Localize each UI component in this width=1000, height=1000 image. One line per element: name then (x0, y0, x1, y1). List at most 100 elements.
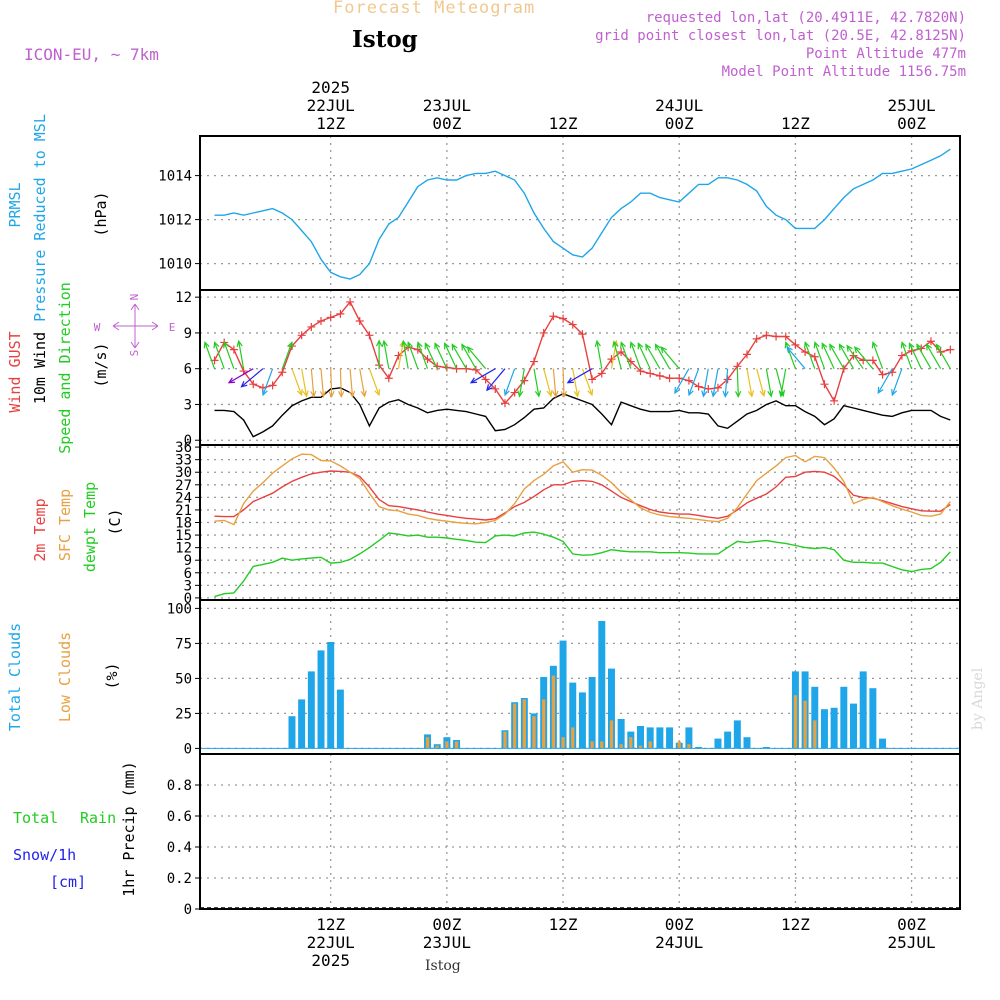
wind-arrow-head (660, 346, 667, 354)
wind-arrow (281, 342, 293, 369)
gust-marker (607, 355, 616, 364)
cloud-bar-low (638, 745, 643, 749)
cloud-bar-total (588, 677, 596, 749)
wind-arrow (241, 368, 264, 388)
wind-arrow-head (469, 377, 478, 384)
wind-arrow-head (338, 390, 345, 399)
wind-arrow-head (223, 341, 230, 349)
wind-arrow (637, 343, 651, 369)
time-label-bottom: 12Z (781, 915, 810, 934)
wind-arrow-head (319, 390, 327, 398)
wind-arrow (383, 341, 390, 369)
time-label-bottom: 25JUL (888, 933, 936, 952)
wind-arrow-head (687, 388, 694, 397)
requested-coords: requested lon,lat (20.4911E, 42.7820N) (645, 10, 966, 26)
wind-arrow-head (348, 390, 356, 398)
panel-frame-precip (199, 753, 961, 910)
wind-arrow-head (573, 390, 580, 398)
footer-location: Istog (425, 958, 461, 974)
gust-marker (781, 332, 790, 341)
wind-arrow (821, 343, 835, 369)
wind-arrow (417, 342, 429, 369)
wind-arrow (424, 343, 438, 369)
gust-marker (762, 331, 771, 340)
wind-arrow (518, 368, 525, 397)
gust-marker (336, 309, 345, 318)
wind-arrow (214, 342, 225, 369)
wind-arrow (204, 342, 216, 369)
wind-arrow (470, 368, 496, 384)
gust-marker (433, 362, 442, 371)
wind-arrow-head (444, 342, 450, 350)
wind-arrow-head (871, 341, 878, 349)
wind-arrow (765, 368, 772, 397)
gust-marker (791, 340, 800, 349)
label-wind-gust: Wind GUST (6, 331, 24, 412)
cloud-bar-low (619, 744, 623, 749)
wind-arrow-head (466, 346, 474, 354)
y-tick-label: 0 (184, 902, 192, 918)
wind-arrow-head (374, 388, 381, 397)
wind-arrow-head (925, 343, 932, 351)
gust-marker (500, 399, 509, 408)
cloud-bar-total (336, 689, 344, 749)
label-prmsl: PRMSL (6, 182, 24, 227)
y-tick-label: 12 (175, 290, 192, 306)
gust-marker (830, 396, 839, 405)
cloud-bar-low (542, 699, 546, 749)
y-tick-label: 0 (184, 741, 192, 757)
wind-arrow (434, 343, 448, 369)
wind-arrow (310, 368, 315, 397)
cloud-bar-total (617, 719, 625, 749)
y-tick-label: 9 (184, 326, 192, 342)
gust-marker (268, 381, 277, 390)
cloud-bar-total (298, 699, 306, 749)
y-tick-label: 1012 (158, 213, 192, 229)
wind-arrow-head (853, 346, 861, 354)
gust-marker (597, 369, 606, 378)
cloud-bar-total (666, 727, 674, 749)
compass-w: W (94, 321, 101, 334)
wind-arrow-head (620, 341, 626, 349)
time-label-top: 12Z (316, 114, 345, 133)
cloud-bar-low (600, 741, 604, 749)
cloud-bar-total (743, 737, 751, 749)
wind-arrow (486, 368, 506, 391)
gust-marker (868, 356, 877, 365)
time-label-top: 12Z (781, 114, 810, 133)
wind-arrow (780, 368, 787, 397)
gust-marker (481, 375, 490, 384)
wind-arrow (349, 368, 354, 397)
y-tick-label: 15 (175, 528, 192, 544)
wind-arrow (552, 368, 557, 397)
label-2m-temp: 2m Temp (31, 498, 49, 561)
wind-arrow-head (594, 339, 601, 348)
chart-title: Forecast Meteogram (333, 0, 536, 18)
gust-marker (549, 312, 558, 321)
wind-arrow (223, 342, 235, 369)
time-label-bottom: 23JUL (423, 933, 471, 952)
gust-marker (752, 334, 761, 343)
wind-arrow-head (612, 340, 619, 348)
cloud-bar-total (307, 671, 315, 749)
wind-arrow-head (328, 390, 335, 399)
y-tick-label: 0.6 (167, 809, 192, 825)
series-line-wind-gust (213, 300, 951, 405)
label-pressure-msl: Pressure Reduced to MSL (31, 114, 49, 322)
gust-marker (801, 348, 810, 356)
y-tick-label: 75 (175, 636, 192, 652)
label-percent: (%) (103, 662, 121, 689)
wind-arrow-head (821, 342, 828, 350)
gust-marker (743, 350, 752, 359)
cloud-bar-total (607, 668, 615, 749)
cloud-bar-total (569, 682, 577, 749)
cloud-bar-total (733, 720, 741, 749)
cloud-bar-low (609, 720, 614, 749)
gust-marker (229, 345, 238, 354)
compass-e: E (169, 321, 176, 334)
time-label-top: 24JUL (655, 96, 703, 115)
wind-arrow (451, 344, 467, 369)
cloud-bar-total (820, 709, 828, 749)
time-label-bottom: 12Z (316, 915, 345, 934)
y-tick-label: 6 (184, 566, 192, 582)
